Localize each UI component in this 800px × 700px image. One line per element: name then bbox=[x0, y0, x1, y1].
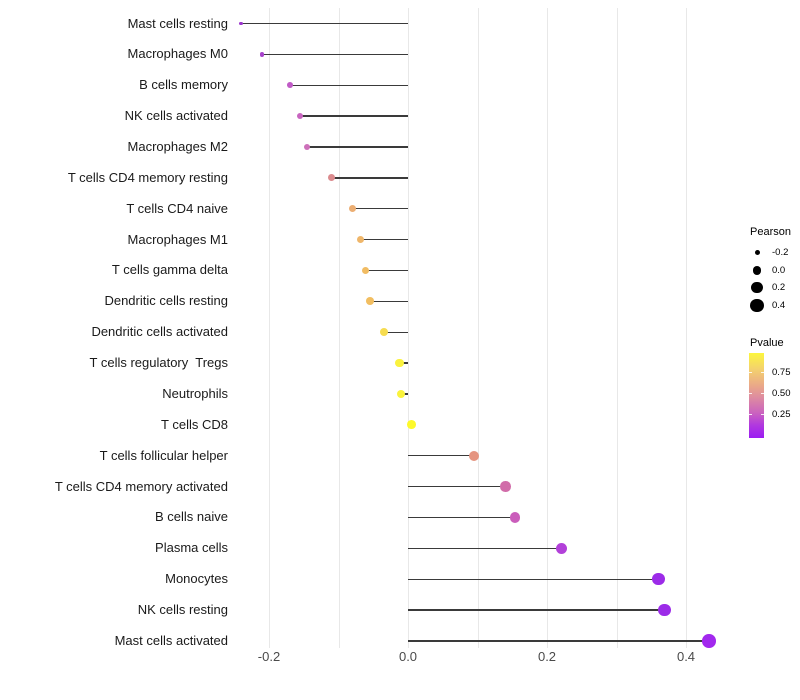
pvalue-tick-mark bbox=[749, 414, 752, 415]
pvalue-tick-label: 0.25 bbox=[772, 408, 791, 420]
lollipop-dot bbox=[356, 235, 365, 244]
gridline-vertical bbox=[686, 8, 687, 648]
lollipop-segment bbox=[300, 115, 408, 117]
lollipop-dot bbox=[297, 113, 304, 120]
x-axis-tick-label: 0.2 bbox=[537, 649, 557, 664]
pvalue-gradient-bar bbox=[749, 353, 764, 438]
lollipop-segment bbox=[262, 53, 408, 56]
category-label: T cells regulatory Tregs bbox=[89, 355, 228, 371]
lollipop-segment bbox=[352, 208, 408, 210]
legend-size-label: 0.4 bbox=[772, 300, 786, 312]
category-label: NK cells activated bbox=[124, 108, 228, 124]
category-label: T cells CD4 memory activated bbox=[54, 478, 228, 494]
lollipop-dot bbox=[555, 542, 568, 554]
pvalue-tick-label: 0.75 bbox=[772, 366, 791, 378]
lollipop-segment bbox=[408, 609, 665, 611]
lollipop-dot bbox=[328, 174, 335, 182]
lollipop-segment bbox=[408, 640, 709, 642]
lollipop-dot bbox=[304, 143, 311, 151]
category-label: T cells gamma delta bbox=[111, 262, 228, 278]
category-label: T cells follicular helper bbox=[99, 447, 228, 463]
category-label: NK cells resting bbox=[137, 602, 228, 618]
lollipop-segment bbox=[241, 22, 408, 25]
category-label: T cells CD4 memory resting bbox=[67, 169, 228, 185]
category-label: Mast cells resting bbox=[127, 15, 228, 31]
x-axis-tick-label: -0.2 bbox=[257, 649, 281, 664]
lollipop-segment bbox=[384, 331, 408, 333]
category-label: T cells CD8 bbox=[161, 416, 228, 432]
lollipop-dot bbox=[380, 328, 389, 337]
lollipop-dot bbox=[361, 266, 370, 275]
lollipop-dot bbox=[702, 634, 716, 648]
lollipop-dot bbox=[651, 572, 665, 586]
pvalue-tick-mark bbox=[761, 393, 764, 394]
lollipop-segment bbox=[408, 485, 506, 488]
category-label: B cells naive bbox=[155, 509, 228, 525]
lollipop-segment bbox=[408, 547, 562, 549]
gridline-vertical bbox=[269, 8, 270, 648]
pvalue-tick-mark bbox=[749, 393, 752, 394]
gridline-vertical bbox=[616, 8, 618, 648]
pvalue-tick-mark bbox=[761, 372, 764, 373]
lollipop-dot bbox=[365, 297, 374, 306]
lollipop-dot bbox=[287, 82, 293, 89]
pvalue-legend-title: Pvalue bbox=[750, 337, 784, 349]
gridline-vertical bbox=[408, 8, 409, 648]
x-axis-tick-label: 0.0 bbox=[398, 649, 418, 664]
legend-size-dot bbox=[754, 250, 760, 255]
category-label: Macrophages M2 bbox=[127, 138, 228, 154]
lollipop-dot bbox=[395, 358, 404, 368]
category-label: Plasma cells bbox=[155, 540, 228, 556]
legend-size-label: 0.0 bbox=[772, 264, 786, 276]
lollipop-segment bbox=[307, 146, 408, 148]
legend-size-dot bbox=[752, 265, 762, 275]
category-label: T cells CD4 naive bbox=[126, 200, 228, 216]
legend-size-dot bbox=[750, 299, 764, 313]
gridline-vertical bbox=[477, 8, 479, 648]
lollipop-dot bbox=[658, 603, 671, 617]
pvalue-tick-mark bbox=[761, 414, 764, 415]
category-label: Mast cells activated bbox=[114, 632, 228, 648]
lollipop-segment bbox=[369, 300, 408, 302]
lollipop-segment bbox=[360, 238, 408, 241]
lollipop-dot bbox=[239, 21, 244, 26]
gridline-vertical bbox=[547, 8, 548, 648]
lollipop-segment bbox=[408, 516, 515, 519]
lollipop-dot bbox=[509, 512, 521, 523]
pearson-legend-title: Pearson bbox=[750, 226, 791, 238]
category-label: Macrophages M0 bbox=[127, 46, 228, 62]
lollipop-segment bbox=[331, 177, 408, 179]
category-label: Macrophages M1 bbox=[127, 231, 228, 247]
lollipop-dot bbox=[396, 389, 406, 399]
category-label: Monocytes bbox=[165, 571, 228, 587]
lollipop-dot bbox=[500, 481, 511, 492]
lollipop-dot bbox=[469, 450, 479, 461]
category-label: Dendritic cells resting bbox=[104, 293, 228, 309]
lollipop-dot bbox=[348, 205, 357, 213]
legend-size-dot bbox=[751, 282, 763, 294]
gridline-vertical bbox=[338, 8, 340, 648]
pvalue-tick-mark bbox=[749, 372, 752, 373]
category-label: B cells memory bbox=[139, 77, 228, 93]
x-axis-tick-label: 0.4 bbox=[676, 649, 696, 664]
pvalue-tick-label: 0.50 bbox=[772, 387, 791, 399]
category-label: Dendritic cells activated bbox=[91, 324, 228, 340]
legend-size-label: -0.2 bbox=[772, 247, 789, 258]
lollipop-segment bbox=[408, 578, 659, 580]
legend-size-label: 0.2 bbox=[772, 282, 786, 294]
lollipop-dot bbox=[407, 420, 416, 430]
lollipop-dot bbox=[259, 52, 265, 57]
category-label: Neutrophils bbox=[162, 385, 228, 401]
lollipop-segment bbox=[408, 455, 474, 457]
lollipop-segment bbox=[365, 269, 408, 272]
lollipop-segment bbox=[289, 84, 408, 86]
